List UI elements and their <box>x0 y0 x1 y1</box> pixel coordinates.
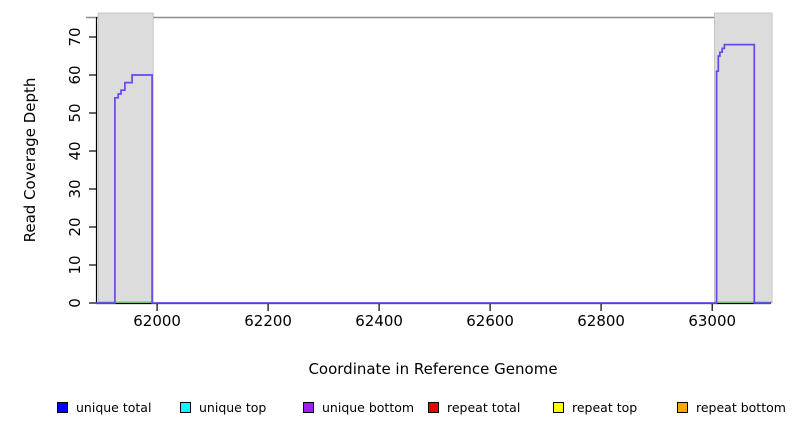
y-tick-label: 40 <box>66 141 84 160</box>
x-tick-label: 62400 <box>355 312 403 330</box>
y-tick-label: 70 <box>66 27 84 46</box>
y-tick-label: 10 <box>66 255 84 274</box>
x-tick-label: 63000 <box>688 312 736 330</box>
y-axis-title: Read Coverage Depth <box>21 77 39 243</box>
coverage-step-line <box>96 43 771 304</box>
y-tick-label: 50 <box>66 103 84 122</box>
y-tick-label: 0 <box>66 298 84 308</box>
y-tick-label: 60 <box>66 65 84 84</box>
x-axis-title: Coordinate in Reference Genome <box>308 360 558 378</box>
repeat-region-left <box>97 12 154 304</box>
x-tick-label: 62600 <box>466 312 514 330</box>
x-tick-label: 62200 <box>244 312 292 330</box>
x-tick-label: 62800 <box>577 312 625 330</box>
x-tick-label: 62000 <box>133 312 181 330</box>
y-tick-label: 30 <box>66 179 84 198</box>
y-tick-label: 20 <box>66 217 84 236</box>
repeat-region-right <box>714 12 773 304</box>
